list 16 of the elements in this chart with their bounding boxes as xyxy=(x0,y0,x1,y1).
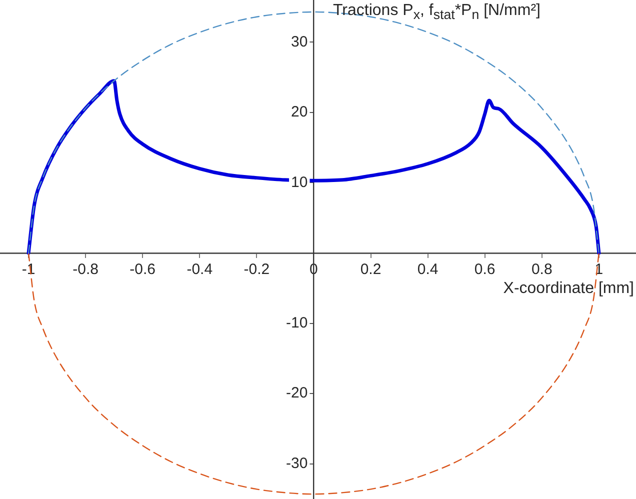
x-tick-label: 0.6 xyxy=(474,261,496,278)
x-tick-label: -0.6 xyxy=(130,261,156,278)
x-tick-label: 0.4 xyxy=(417,261,438,278)
y-tick-label: -30 xyxy=(286,455,308,472)
y-tick-label: 10 xyxy=(291,174,308,191)
y-tick-label: 20 xyxy=(291,104,308,121)
y-tick-label: -20 xyxy=(286,384,308,402)
x-tick-label: 0.2 xyxy=(360,261,382,278)
y-tick-label: -10 xyxy=(286,314,308,332)
x-tick-label: -0.8 xyxy=(72,261,98,278)
x-tick-label: 0.8 xyxy=(531,261,552,278)
y-tick-label: 30 xyxy=(291,33,308,50)
y-axis-title: Tractions P$_{x}$, f$_{stat}$*P$_{n}$ [N/mm²] xyxy=(333,2,540,22)
x-tick-label: -0.4 xyxy=(186,261,213,278)
x-axis-title: X-coordinate [mm] xyxy=(503,280,634,298)
x-tick-label: -0.2 xyxy=(244,261,270,278)
